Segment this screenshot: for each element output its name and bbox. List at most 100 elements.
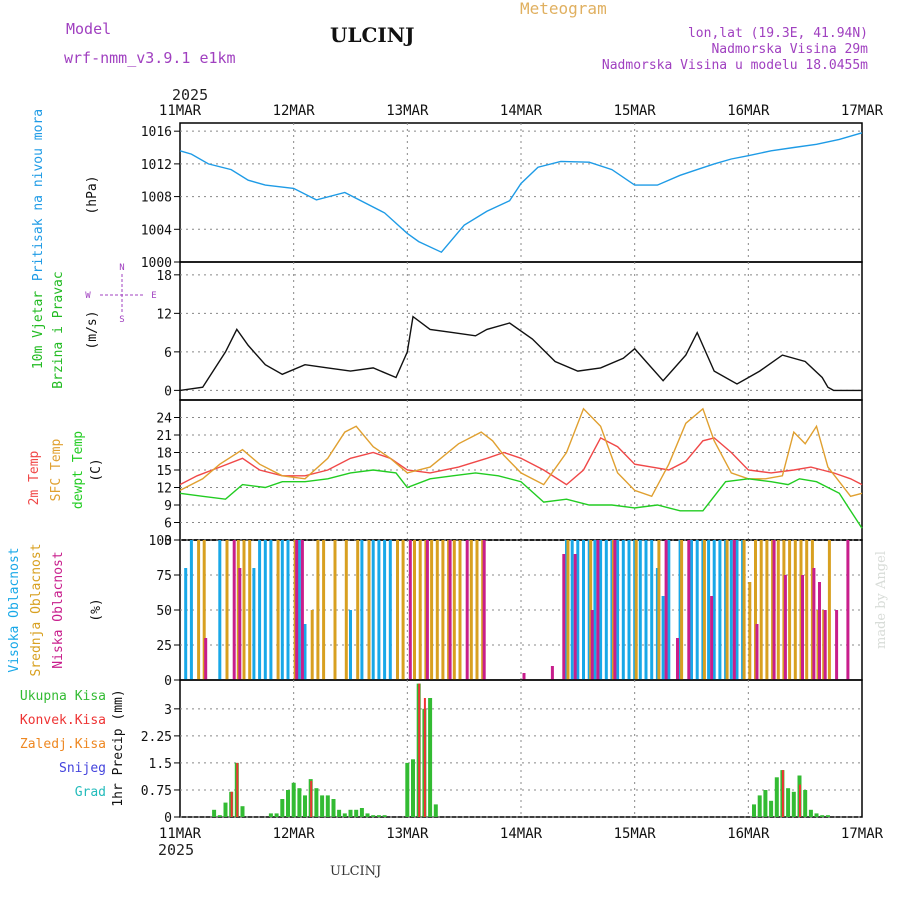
bar-clouds-2: [676, 638, 679, 680]
bar-clouds-0: [638, 540, 642, 680]
year-top: 2025: [172, 86, 208, 104]
xtick-bottom: 11MAR: [159, 826, 202, 842]
bar-clouds-1: [316, 540, 320, 680]
year-bottom: 2025: [158, 841, 194, 859]
ytick-label-pressure: 1008: [141, 191, 172, 206]
xtick-top: 11MAR: [159, 103, 202, 119]
bar-clouds-1: [748, 582, 752, 680]
bar-precip-0: [411, 759, 415, 817]
ytick-label-pressure: 1000: [141, 256, 172, 271]
ytick-label-wind: 18: [156, 269, 172, 284]
bar-precip-0: [786, 788, 791, 817]
panels: 1000100410081012101606121836912151821240…: [141, 103, 884, 842]
wind-ylabel: 10m Vjetar: [31, 291, 46, 369]
ytick-label-precip: 0.75: [141, 784, 172, 799]
elevation-text: Nadmorska Visina 29m: [711, 42, 868, 57]
bar-precip-0: [433, 804, 438, 817]
bar-precip-1: [418, 683, 421, 817]
bar-clouds-0: [280, 540, 284, 680]
bar-clouds-2: [425, 540, 429, 680]
bar-clouds-1: [793, 540, 797, 680]
bar-clouds-0: [252, 568, 256, 680]
bar-clouds-2: [818, 582, 821, 680]
bar-clouds-0: [712, 540, 716, 680]
bar-clouds-1: [322, 540, 326, 680]
ytick-label-temperature: 6: [164, 517, 172, 532]
bar-clouds-1: [225, 540, 229, 680]
series-line-temperature-0: [179, 436, 863, 486]
dewpt-ylabel: dewpt Temp: [71, 431, 86, 509]
bar-clouds-2: [755, 624, 759, 680]
ytick-label-clouds: 75: [156, 569, 172, 584]
ytick-label-precip: 2.25: [141, 730, 172, 745]
mid-cloud-ylabel: Srednja Oblacnost: [29, 543, 44, 676]
bar-clouds-2: [823, 610, 827, 680]
ytick-label-temperature: 24: [156, 412, 172, 427]
bar-clouds-0: [621, 540, 625, 680]
bar-precip-0: [297, 788, 302, 817]
bar-clouds-1: [805, 540, 809, 680]
bar-precip-0: [212, 809, 217, 817]
legend-total-rain: Ukupna Kisa: [20, 689, 106, 704]
bar-precip-0: [808, 809, 813, 817]
xtick-top: 16MAR: [727, 103, 770, 119]
bar-clouds-2: [812, 568, 816, 680]
bar-clouds-0: [263, 540, 267, 680]
model-label: Model: [66, 20, 111, 38]
bar-clouds-2: [801, 575, 804, 680]
bar-clouds-0: [707, 540, 711, 680]
bar-precip-0: [825, 815, 830, 817]
series-line-temperature-1: [179, 407, 863, 498]
bar-clouds-1: [441, 540, 445, 680]
ytick-label-pressure: 1012: [141, 158, 172, 173]
sfc-temp-ylabel: SFC Temp: [49, 439, 64, 502]
bar-clouds-0: [349, 610, 352, 680]
bar-clouds-1: [430, 540, 434, 680]
bar-precip-0: [752, 804, 756, 817]
legend-frozen-rain: Zaledj.Kisa: [20, 737, 106, 752]
xtick-bottom: 16MAR: [727, 826, 770, 842]
bar-precip-0: [331, 799, 336, 817]
lonlat-text: lon,lat (19.3E, 41.94N): [688, 26, 868, 41]
bar-precip-0: [342, 813, 347, 817]
bar-clouds-2: [550, 666, 554, 680]
bar-clouds-1: [356, 540, 360, 680]
pressure-ylabel: Pritisak na nivou mora: [31, 109, 46, 281]
low-cloud-ylabel: Niska Oblacnost: [51, 551, 66, 668]
bar-clouds-2: [295, 540, 299, 680]
bar-precip-0: [376, 815, 381, 817]
wind-compass: N S W E: [85, 263, 156, 325]
ytick-label-temperature: 21: [156, 429, 172, 444]
bar-clouds-0: [650, 540, 654, 680]
bar-clouds-0: [184, 568, 188, 680]
xtick-top: 17MAR: [841, 103, 884, 119]
bar-precip-0: [774, 777, 779, 817]
bar-clouds-0: [576, 540, 580, 680]
bar-clouds-1: [725, 540, 729, 680]
bar-clouds-1: [765, 540, 769, 680]
bar-clouds-0: [189, 540, 193, 680]
bar-precip-0: [268, 813, 273, 817]
ytick-label-precip: 0: [164, 811, 172, 826]
bar-precip-0: [803, 790, 808, 817]
ytick-label-pressure: 1004: [141, 223, 172, 238]
ytick-label-clouds: 100: [149, 534, 172, 549]
bar-clouds-0: [570, 540, 574, 680]
bar-clouds-1: [702, 540, 706, 680]
bar-clouds-2: [596, 540, 600, 680]
xtick-top: 12MAR: [273, 103, 316, 119]
bar-clouds-1: [742, 540, 746, 680]
high-cloud-ylabel: Visoka Oblacnost: [7, 547, 22, 672]
ytick-label-clouds: 0: [164, 674, 172, 689]
bar-precip-0: [763, 790, 768, 817]
bar-clouds-0: [604, 540, 608, 680]
bar-clouds-2: [732, 540, 736, 680]
compass-s: S: [119, 315, 124, 325]
precip-legend: Ukupna Kisa Konvek.Kisa Zaledj.Kisa Snij…: [20, 689, 106, 800]
bar-clouds-1: [776, 540, 780, 680]
bar-clouds-1: [202, 540, 206, 680]
bar-precip-0: [820, 815, 825, 817]
bar-precip-0: [325, 795, 330, 817]
bar-clouds-1: [827, 540, 831, 680]
model-elevation-text: Nadmorska Visina u modelu 18.0455m: [602, 58, 868, 73]
